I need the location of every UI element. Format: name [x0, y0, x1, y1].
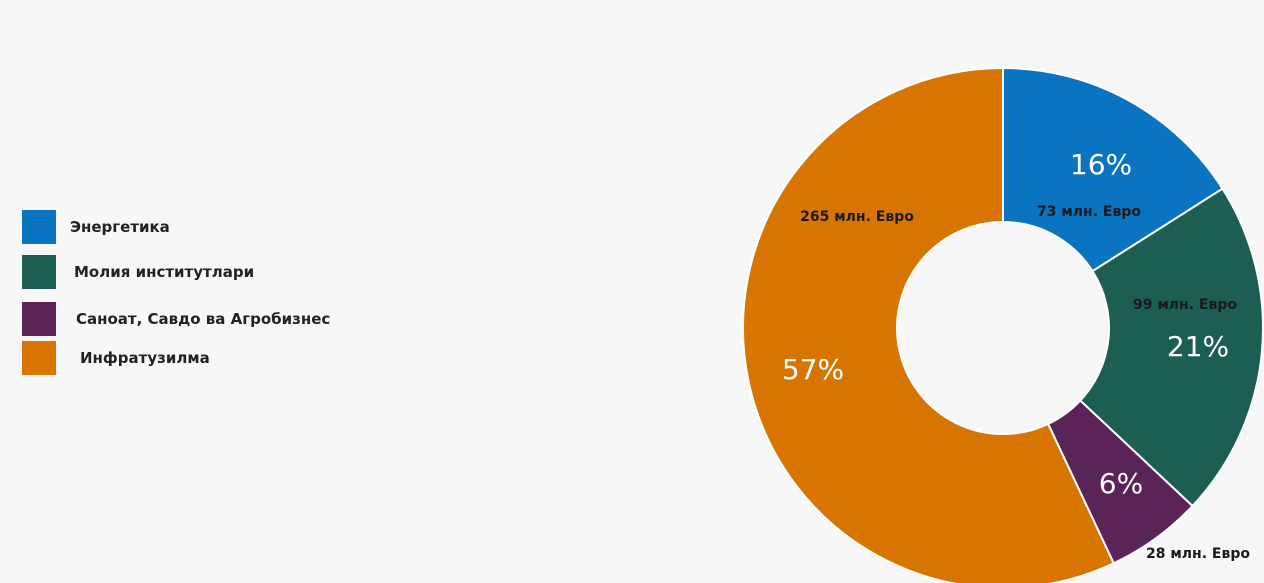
value-label-sanoat: 28 млн. Евро	[1146, 546, 1250, 562]
percent-label-moliya: 21%	[1167, 330, 1229, 363]
donut-slice-energetika	[1002, 66, 1224, 273]
donut-labels: 16% 73 млн. Евро 21% 99 млн. Евро 6% 28 млн. …	[782, 148, 1250, 562]
value-label-energetika: 73 млн. Евро	[1037, 204, 1141, 220]
percent-label-energetika: 16%	[1070, 148, 1132, 181]
legend-swatch-energetika	[22, 210, 56, 244]
legend-item-infratuzilma: Инфратузилма	[22, 341, 210, 375]
legend-item-sanoat: Саноат, Савдо ва Агробизнес	[22, 302, 330, 336]
percent-label-sanoat: 6%	[1099, 467, 1143, 500]
legend-swatch-sanoat	[22, 302, 56, 336]
legend-swatch-moliya	[22, 255, 56, 289]
legend-swatch-infratuzilma	[22, 341, 56, 375]
value-label-infratuzilma: 265 млн. Евро	[800, 209, 914, 225]
legend-label-infratuzilma: Инфратузилма	[80, 349, 210, 367]
legend-item-moliya: Молия институтлари	[22, 255, 254, 289]
legend-label-moliya: Молия институтлари	[74, 263, 255, 281]
donut-slices	[742, 66, 1264, 583]
value-label-moliya: 99 млн. Евро	[1133, 297, 1237, 313]
legend-item-energetika: Энергетика	[22, 210, 170, 244]
legend-label-sanoat: Саноат, Савдо ва Агробизнес	[76, 310, 331, 328]
donut-slice-infratuzilma	[742, 66, 1116, 583]
legend-label-energetika: Энергетика	[70, 218, 170, 236]
percent-label-infratuzilma: 57%	[782, 353, 844, 386]
donut-slice-moliya	[1078, 187, 1264, 508]
